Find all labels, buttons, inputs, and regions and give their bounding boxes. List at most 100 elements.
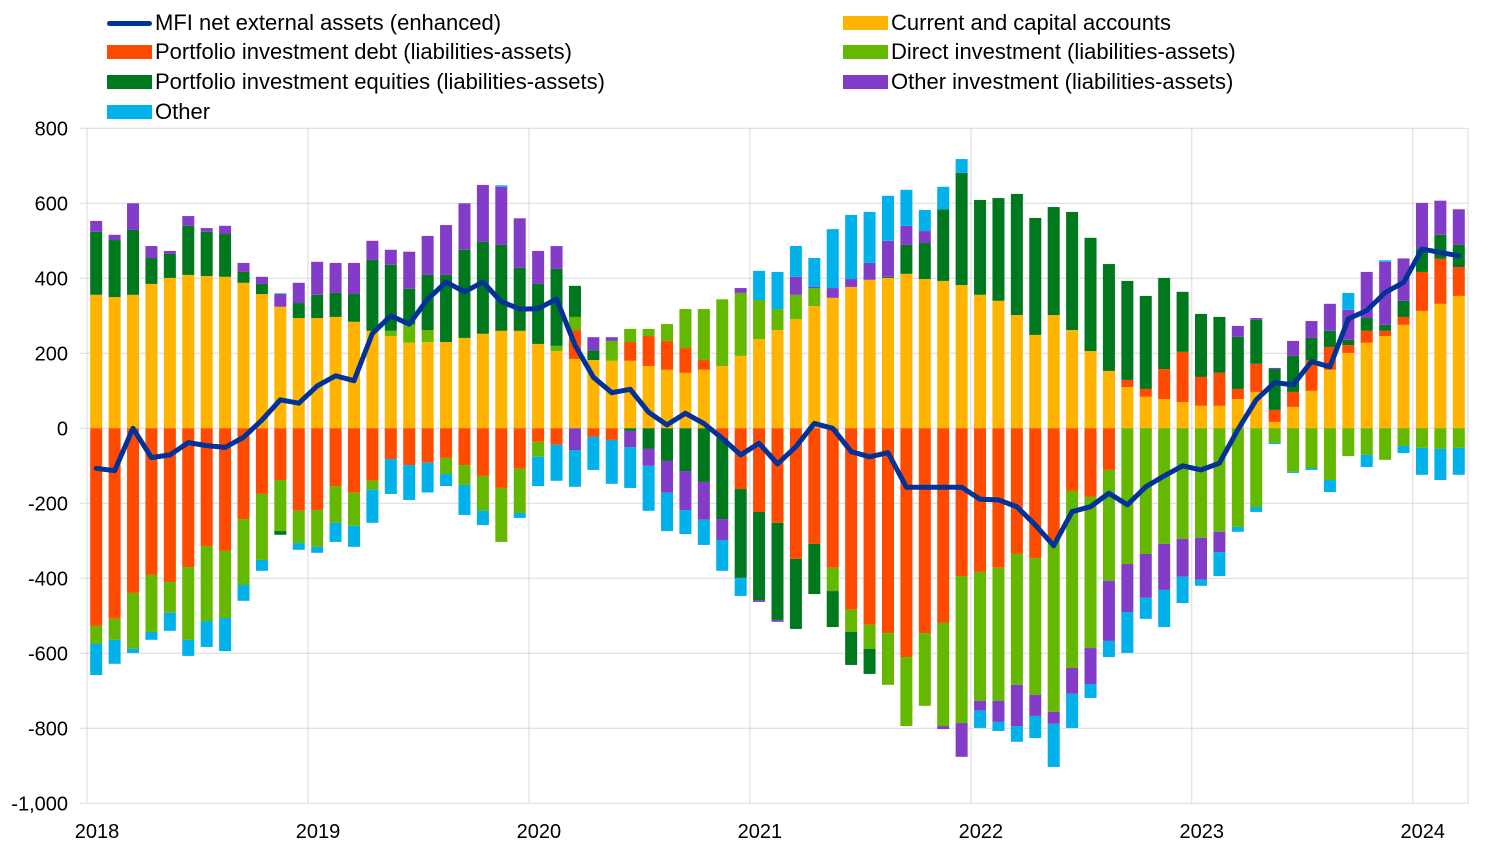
- bar-segment-current-and-capital-accounts: [1195, 405, 1208, 429]
- bar-segment-direct-investment-liabilities-assets: [1231, 428, 1244, 527]
- bar-segment-other: [974, 710, 987, 728]
- bar-segment-portfolio-investment-debt-liabilities-assets: [127, 428, 140, 593]
- bar-segment-portfolio-investment-equities-liabilities-assets: [863, 648, 876, 674]
- bar-segment-current-and-capital-accounts: [274, 306, 287, 429]
- bar-segment-portfolio-investment-equities-liabilities-assets: [771, 522, 784, 620]
- bar-segment-direct-investment-liabilities-assets: [274, 480, 287, 532]
- bar-segment-other: [1102, 640, 1115, 658]
- bar-segment-direct-investment-liabilities-assets: [200, 546, 213, 622]
- bar-segment-other: [937, 186, 950, 210]
- bar-segment-direct-investment-liabilities-assets: [292, 510, 305, 544]
- bar-segment-direct-investment-liabilities-assets: [679, 309, 692, 349]
- bar-segment-portfolio-investment-debt-liabilities-assets: [1047, 428, 1060, 541]
- bar-segment-current-and-capital-accounts: [329, 316, 342, 429]
- bar-segment-direct-investment-liabilities-assets: [937, 622, 950, 727]
- bar-segment-portfolio-investment-debt-liabilities-assets: [1066, 428, 1079, 491]
- bar-segment-other: [1139, 597, 1152, 619]
- bar-segment-other: [955, 159, 968, 173]
- y-tick-label: 600: [35, 193, 68, 215]
- bar-segment-portfolio-investment-debt-liabilities-assets: [403, 428, 416, 466]
- bar-segment-other-investment-liabilities-assets: [476, 184, 489, 242]
- bar-segment-other: [1213, 552, 1226, 577]
- bar-segment-direct-investment-liabilities-assets: [1360, 428, 1373, 455]
- bar-segment-direct-investment-liabilities-assets: [1434, 428, 1447, 449]
- bar-segment-portfolio-investment-debt-liabilities-assets: [789, 428, 802, 559]
- bar-segment-current-and-capital-accounts: [421, 342, 434, 429]
- bar-segment-other: [1084, 684, 1097, 698]
- bar-segment-portfolio-investment-debt-liabilities-assets: [642, 336, 655, 367]
- bar-segment-portfolio-investment-equities-liabilities-assets: [826, 591, 839, 628]
- bar-segment-current-and-capital-accounts: [863, 279, 876, 429]
- bar-segment-other-investment-liabilities-assets: [458, 203, 471, 250]
- bar-segment-portfolio-investment-debt-liabilities-assets: [1195, 376, 1208, 406]
- bar-segment-portfolio-investment-debt-liabilities-assets: [1342, 345, 1355, 353]
- bar-segment-other: [900, 189, 913, 226]
- bar-segment-other-investment-liabilities-assets: [532, 250, 545, 284]
- y-tick-label: -400: [28, 568, 68, 590]
- bar-segment-portfolio-investment-equities-liabilities-assets: [476, 241, 489, 334]
- bar-segment-other-investment-liabilities-assets: [697, 481, 710, 520]
- bar-segment-other-investment-liabilities-assets: [826, 288, 839, 298]
- bar-segment-other: [753, 270, 766, 301]
- bar-segment-portfolio-investment-debt-liabilities-assets: [1121, 379, 1134, 388]
- bar-segment-current-and-capital-accounts: [1102, 370, 1115, 429]
- bar-segment-other-investment-liabilities-assets: [863, 262, 876, 280]
- bar-segment-portfolio-investment-equities-liabilities-assets: [624, 428, 637, 431]
- bar-segment-other: [403, 465, 416, 500]
- bar-segment-portfolio-investment-debt-liabilities-assets: [1231, 388, 1244, 400]
- bar-segment-portfolio-investment-equities-liabilities-assets: [90, 231, 103, 295]
- bar-segment-direct-investment-liabilities-assets: [237, 519, 250, 586]
- legend-item-portfolio-investment-equities: Portfolio investment equities (liabiliti…: [107, 67, 605, 97]
- bar-segment-other: [292, 543, 305, 550]
- bar-segment-other: [845, 214, 858, 280]
- mfi-line-layer: [93, 246, 1462, 549]
- bar-segment-portfolio-investment-debt-liabilities-assets: [1379, 330, 1392, 337]
- bar-segment-other-investment-liabilities-assets: [1213, 531, 1226, 553]
- bar-segment-direct-investment-liabilities-assets: [900, 657, 913, 727]
- bar-segment-other: [182, 639, 195, 656]
- bar-segment-other-investment-liabilities-assets: [403, 251, 416, 289]
- bar-segment-portfolio-investment-debt-liabilities-assets: [292, 428, 305, 511]
- bar-segment-direct-investment-liabilities-assets: [1158, 428, 1171, 544]
- legend-label: Other investment (liabilities-assets): [891, 69, 1234, 94]
- bar-segment-other: [458, 484, 471, 515]
- bar-segment-current-and-capital-accounts: [955, 285, 968, 429]
- y-tick-label: -1,000: [11, 793, 68, 815]
- bar-segment-portfolio-investment-equities-liabilities-assets: [1397, 300, 1410, 317]
- bar-segment-current-and-capital-accounts: [311, 318, 324, 429]
- x-tick-label: 2021: [738, 821, 783, 843]
- bar-segment-portfolio-investment-equities-liabilities-assets: [734, 489, 747, 578]
- bar-segment-direct-investment-liabilities-assets: [1139, 428, 1152, 554]
- x-tick-label: 2019: [296, 821, 341, 843]
- bar-segment-portfolio-investment-debt-liabilities-assets: [1029, 428, 1042, 559]
- bar-segment-portfolio-investment-equities-liabilities-assets: [1268, 369, 1281, 410]
- bar-segment-direct-investment-liabilities-assets: [550, 345, 563, 352]
- bar-segment-portfolio-investment-equities-liabilities-assets: [642, 428, 655, 449]
- legend-swatch: [107, 75, 152, 89]
- x-axis: 2018 2019 2020 2021 2022 2023 2024: [75, 821, 1445, 843]
- bar-segment-other: [1342, 292, 1355, 310]
- bar-segment-direct-investment-liabilities-assets: [1323, 428, 1336, 481]
- bar-segment-direct-investment-liabilities-assets: [642, 328, 655, 337]
- bar-segment-other: [145, 631, 158, 640]
- bar-segment-current-and-capital-accounts: [403, 342, 416, 429]
- bar-segment-current-and-capital-accounts: [1213, 405, 1226, 429]
- bar-segment-other-investment-liabilities-assets: [1305, 321, 1318, 338]
- x-tick-label: 2018: [75, 821, 120, 843]
- bar-segment-other: [734, 577, 747, 596]
- bar-segment-other-investment-liabilities-assets: [421, 235, 434, 275]
- bar-segment-portfolio-investment-debt-liabilities-assets: [808, 428, 821, 544]
- bar-segment-direct-investment-liabilities-assets: [955, 576, 968, 724]
- bar-segment-other-investment-liabilities-assets: [495, 186, 508, 245]
- bar-segment-current-and-capital-accounts: [366, 330, 379, 429]
- bar-segment-current-and-capital-accounts: [1066, 330, 1079, 429]
- bar-segment-portfolio-investment-equities-liabilities-assets: [716, 438, 729, 520]
- bar-segment-other-investment-liabilities-assets: [1434, 200, 1447, 235]
- bar-segment-portfolio-investment-equities-liabilities-assets: [255, 283, 268, 295]
- bar-segment-current-and-capital-accounts: [974, 294, 987, 429]
- bar-segment-other: [550, 444, 563, 481]
- legend-label: Direct investment (liabilities-assets): [891, 39, 1236, 64]
- bar-segment-portfolio-investment-equities-liabilities-assets: [219, 234, 232, 277]
- bar-segment-current-and-capital-accounts: [716, 366, 729, 429]
- y-tick-label: -200: [28, 493, 68, 515]
